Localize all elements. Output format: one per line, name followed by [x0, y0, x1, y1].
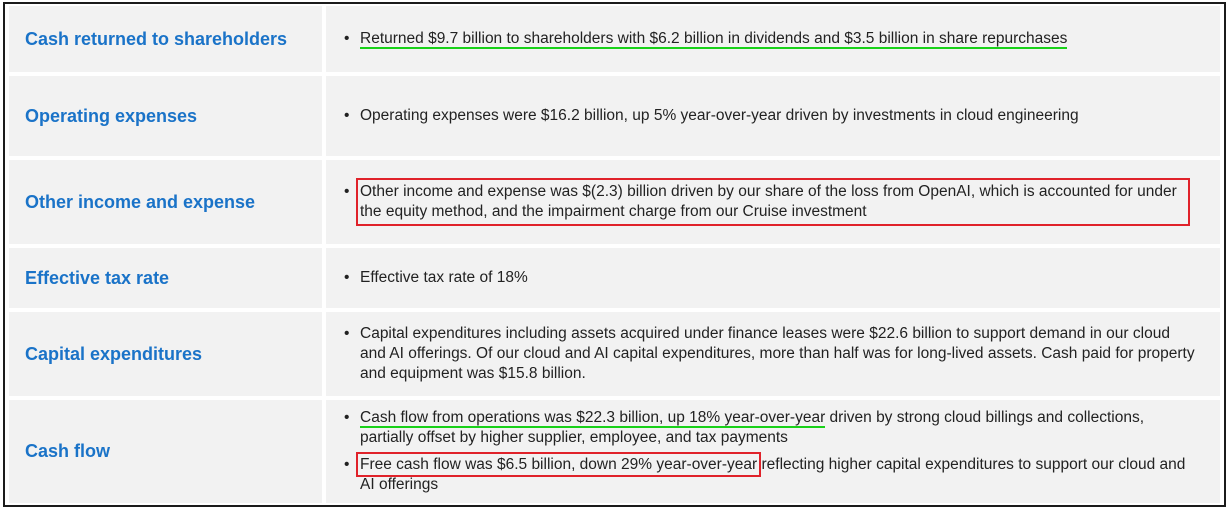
bullet-dot: •: [344, 30, 350, 47]
bullet-text: reflecting higher capital expenditures t…: [360, 456, 1186, 493]
row-label: Other income and expense: [9, 160, 322, 244]
bullet-item: • Operating expenses were $16.2 billion,…: [344, 106, 1196, 126]
highlighted-box: Other income and expense was $(2.3) bill…: [356, 178, 1190, 226]
row-label: Cash flow: [9, 400, 322, 503]
financial-summary-table: Cash returned to shareholders • Returned…: [3, 2, 1226, 507]
table-row: Operating expenses • Operating expenses …: [9, 76, 1220, 156]
bullet-item: • Effective tax rate of 18%: [344, 268, 1196, 288]
table-row: Cash flow • Cash flow from operations wa…: [9, 400, 1220, 503]
bullet-item: • Free cash flow was $6.5 billion, down …: [344, 452, 1196, 495]
bullet-item: • Other income and expense was $(2.3) bi…: [344, 178, 1196, 226]
table-row: Cash returned to shareholders • Returned…: [9, 6, 1220, 72]
row-content: • Effective tax rate of 18%: [326, 248, 1220, 308]
bullet-dot: •: [344, 409, 350, 426]
bullet-dot: •: [344, 456, 350, 473]
bullet-dot: •: [344, 269, 350, 286]
highlighted-text: Cash flow from operations was $22.3 bill…: [360, 409, 826, 428]
bullet-text: Operating expenses were $16.2 billion, u…: [360, 107, 1079, 124]
row-label: Capital expenditures: [9, 312, 322, 396]
bullet-text: Capital expenditures including assets ac…: [360, 325, 1195, 382]
bullet-item: • Returned $9.7 billion to shareholders …: [344, 29, 1196, 49]
row-content: • Capital expenditures including assets …: [326, 312, 1220, 396]
bullet-item: • Capital expenditures including assets …: [344, 324, 1196, 384]
table-row: Other income and expense • Other income …: [9, 160, 1220, 244]
row-label: Effective tax rate: [9, 248, 322, 308]
row-content: • Cash flow from operations was $22.3 bi…: [326, 400, 1220, 503]
bullet-dot: •: [344, 107, 350, 124]
bullet-item: • Cash flow from operations was $22.3 bi…: [344, 408, 1196, 448]
highlighted-text: Returned $9.7 billion to shareholders wi…: [360, 30, 1068, 49]
row-content: • Other income and expense was $(2.3) bi…: [326, 160, 1220, 244]
highlighted-box: Free cash flow was $6.5 billion, down 29…: [355, 452, 762, 477]
bullet-dot: •: [344, 325, 350, 342]
row-content: • Returned $9.7 billion to shareholders …: [326, 6, 1220, 72]
bullet-dot: •: [344, 183, 350, 200]
table-row: Capital expenditures • Capital expenditu…: [9, 312, 1220, 396]
bullet-text: driven by strong cloud billings and coll…: [360, 409, 1145, 446]
table-row: Effective tax rate • Effective tax rate …: [9, 248, 1220, 308]
row-label: Cash returned to shareholders: [9, 6, 322, 72]
bullet-text: Effective tax rate of 18%: [360, 269, 528, 286]
row-content: • Operating expenses were $16.2 billion,…: [326, 76, 1220, 156]
row-label: Operating expenses: [9, 76, 322, 156]
